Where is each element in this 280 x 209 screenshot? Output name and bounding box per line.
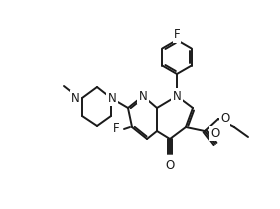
Text: O: O <box>165 159 175 172</box>
Text: N: N <box>108 92 116 104</box>
Text: O: O <box>220 112 229 125</box>
Text: F: F <box>174 28 180 42</box>
Text: N: N <box>139 89 147 102</box>
Text: N: N <box>71 92 80 104</box>
Text: N: N <box>173 89 181 102</box>
Text: O: O <box>210 127 220 140</box>
Text: F: F <box>113 122 120 135</box>
